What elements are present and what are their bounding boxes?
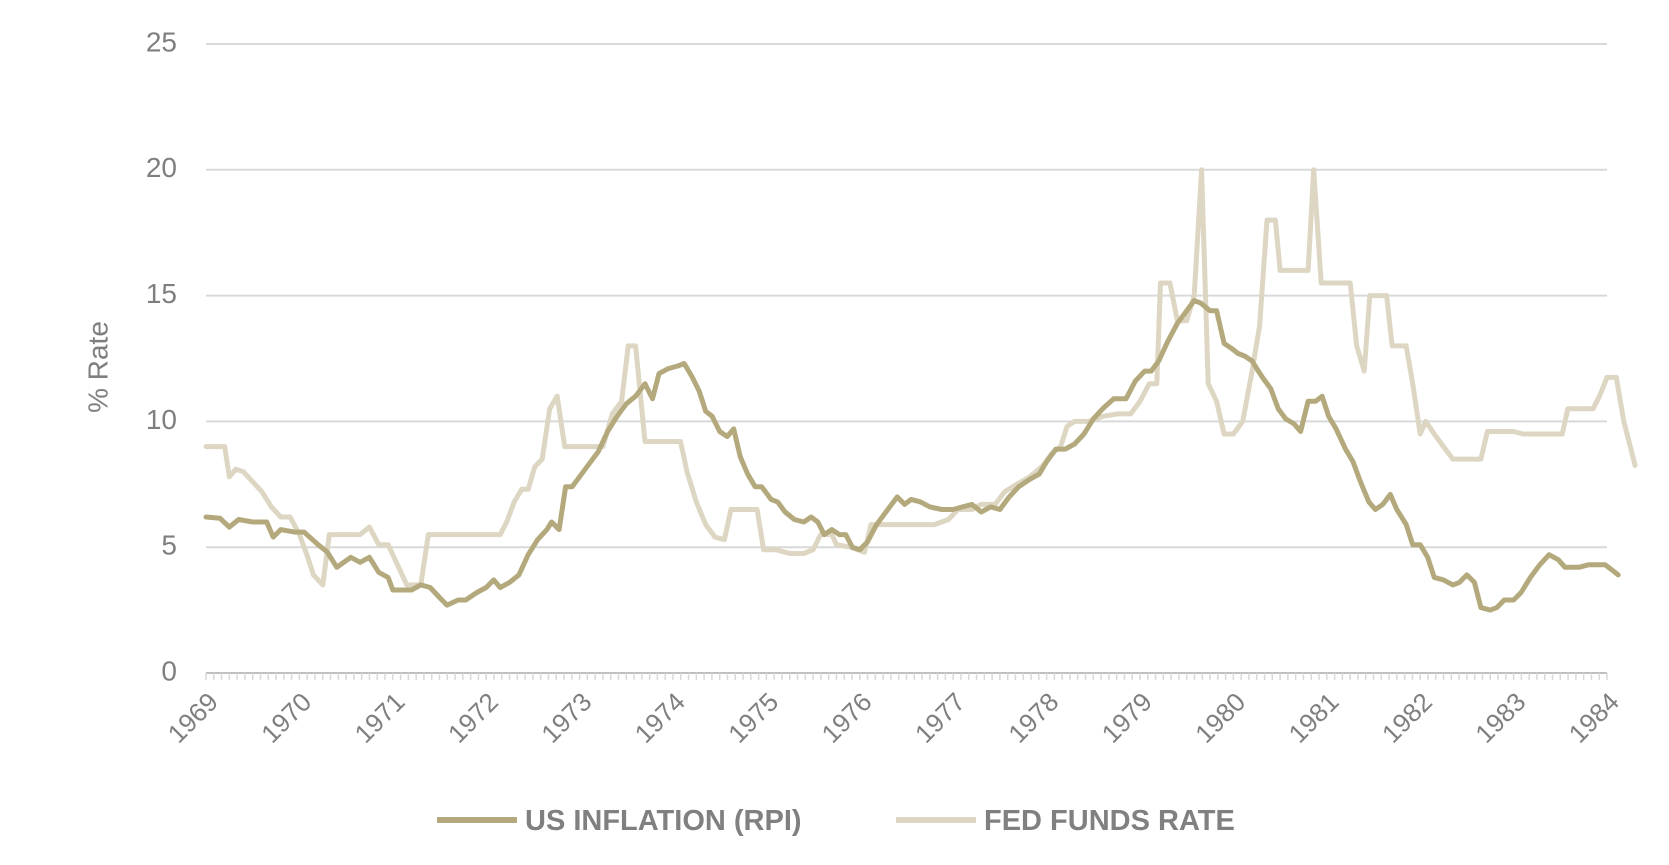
x-tick-label: 1974 — [629, 687, 691, 749]
y-tick-label: 25 — [146, 26, 177, 57]
x-tick-label: 1975 — [722, 687, 784, 749]
legend-label-us-inflation: US INFLATION (RPI) — [525, 805, 802, 837]
series-line-us-inflation-rpi — [203, 298, 1621, 613]
x-tick-label: 1979 — [1096, 687, 1158, 749]
y-tick-label: 5 — [161, 530, 177, 561]
x-axis-minor-ticks — [205, 673, 1608, 680]
x-tick-label: 1969 — [162, 687, 224, 749]
y-tick-label: 20 — [146, 152, 177, 183]
y-tick-label: 10 — [146, 404, 177, 435]
x-tick-label: 1984 — [1563, 687, 1625, 749]
x-tick-label: 1970 — [255, 687, 317, 749]
y-tick-label: 0 — [161, 655, 177, 686]
y-tick-label: 15 — [146, 278, 177, 309]
legend: US INFLATION (RPI) FED FUNDS RATE — [437, 805, 1235, 837]
x-tick-label: 1977 — [909, 687, 971, 749]
x-tick-label: 1973 — [535, 687, 597, 749]
x-tick-label: 1976 — [816, 687, 878, 749]
y-axis-tick-labels: 0 5 10 15 20 25 — [146, 26, 177, 686]
x-tick-label: 1972 — [442, 687, 504, 749]
x-tick-label: 1982 — [1376, 687, 1438, 749]
x-tick-label: 1983 — [1469, 687, 1531, 749]
series-lines — [203, 167, 1638, 613]
y-axis-label: % Rate — [82, 321, 113, 413]
legend-label-fed-funds: FED FUNDS RATE — [984, 805, 1235, 837]
x-tick-label: 1971 — [349, 687, 411, 749]
x-axis-tick-labels: 1969 1970 1971 1972 1973 1974 1975 1976 1977 1978… — [162, 687, 1625, 749]
x-tick-label: 1981 — [1283, 687, 1345, 749]
series-line-fed-funds-rate — [203, 167, 1638, 588]
gridlines — [206, 43, 1607, 674]
x-tick-label: 1980 — [1189, 687, 1251, 749]
x-tick-label: 1978 — [1002, 687, 1064, 749]
